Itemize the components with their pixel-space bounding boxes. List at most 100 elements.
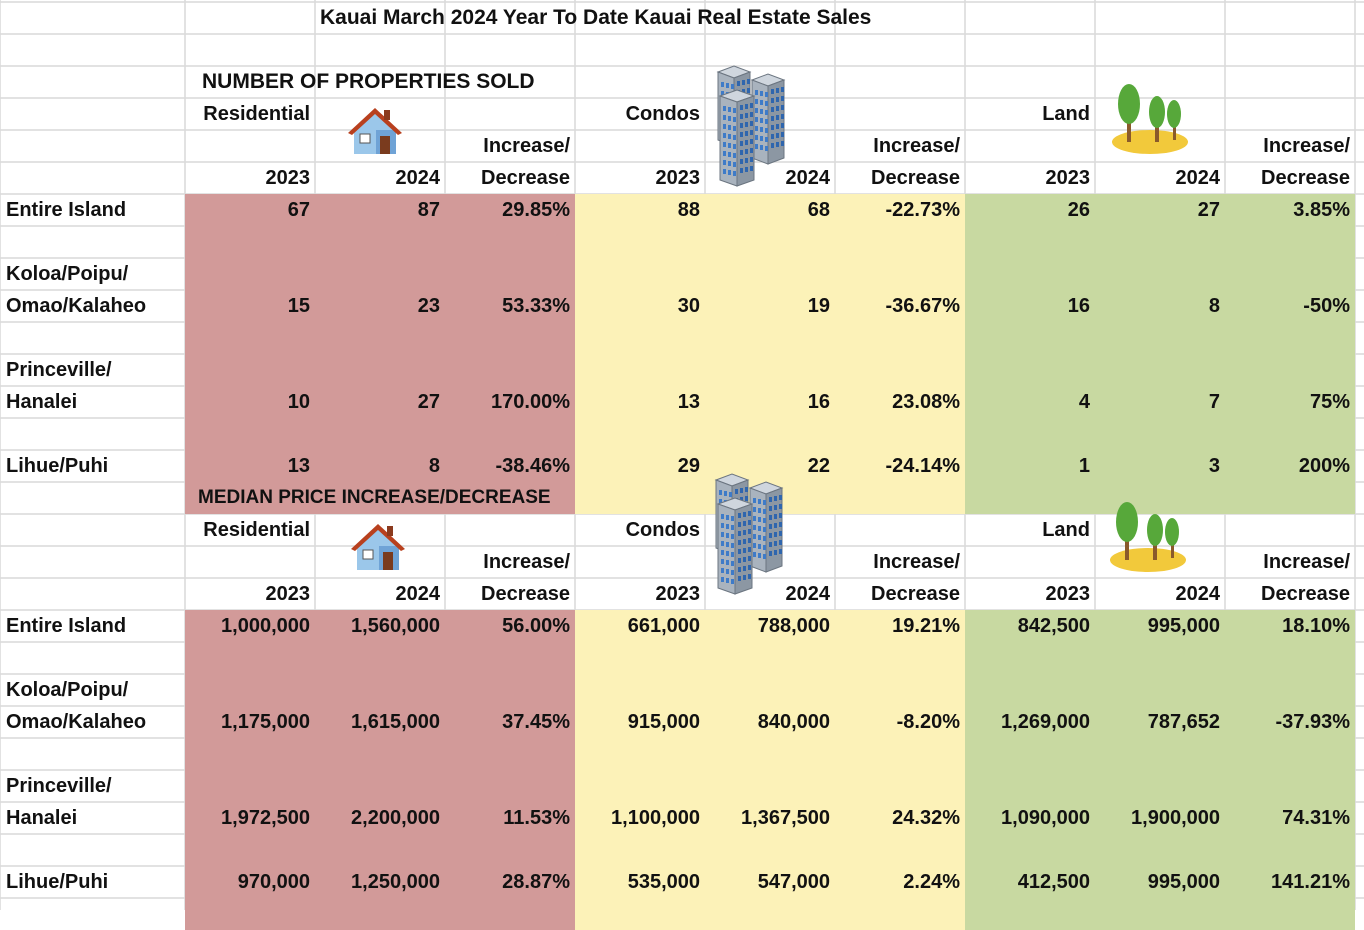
- year-2023-header: 2023: [655, 583, 701, 605]
- decrease-header: Decrease: [1261, 583, 1350, 605]
- year-2024-header: 2024: [395, 167, 441, 189]
- increase-header: Increase/: [873, 135, 960, 157]
- percent-change: 170.00%: [491, 391, 570, 413]
- group-label-condos: Condos: [625, 519, 700, 541]
- decrease-header: Decrease: [1261, 167, 1350, 189]
- value-2023: 88: [677, 199, 700, 221]
- percent-change: -37.93%: [1275, 711, 1351, 733]
- value-2023: 13: [287, 455, 310, 477]
- row-label: Koloa/Poipu/: [6, 679, 129, 701]
- value-2024: 27: [417, 391, 440, 413]
- value-2024: 8: [1208, 295, 1220, 317]
- value-2024: 87: [417, 199, 440, 221]
- percent-change: 37.45%: [502, 711, 570, 733]
- value-2023: 29: [677, 455, 700, 477]
- value-2024: 1,250,000: [351, 871, 440, 893]
- increase-header: Increase/: [873, 551, 960, 573]
- decrease-header: Decrease: [481, 583, 570, 605]
- decrease-header: Decrease: [871, 583, 960, 605]
- percent-change: 75%: [1309, 391, 1350, 413]
- value-2024: 68: [807, 199, 830, 221]
- value-2024: 1,615,000: [351, 711, 440, 733]
- increase-header: Increase/: [1263, 551, 1350, 573]
- value-2023: 15: [287, 295, 310, 317]
- house-icon: [348, 108, 402, 154]
- percent-change: 19.21%: [892, 615, 960, 637]
- percent-change: 2.24%: [903, 871, 960, 893]
- value-2023: 1,090,000: [1001, 807, 1090, 829]
- value-2024: 22: [807, 455, 830, 477]
- value-2024: 840,000: [757, 711, 830, 733]
- percent-change: -22.73%: [885, 199, 961, 221]
- value-2023: 1,100,000: [611, 807, 700, 829]
- house-icon: [351, 524, 405, 570]
- percent-change: 28.87%: [502, 871, 570, 893]
- value-2023: 4: [1078, 391, 1090, 413]
- condos-block: [575, 610, 965, 930]
- land-block: [965, 610, 1355, 930]
- year-2024-header: 2024: [1175, 583, 1221, 605]
- percent-change: 141.21%: [1271, 871, 1350, 893]
- year-2023-header: 2023: [1045, 583, 1091, 605]
- value-2024: 995,000: [1147, 871, 1220, 893]
- value-2024: 8: [428, 455, 440, 477]
- value-2024: 2,200,000: [351, 807, 440, 829]
- group-label-residential: Residential: [203, 519, 310, 541]
- year-2024-header: 2024: [395, 583, 441, 605]
- percent-change: 18.10%: [1282, 615, 1350, 637]
- row-label-line2: Omao/Kalaheo: [6, 711, 147, 733]
- trees-icon: [1112, 84, 1188, 154]
- group-label-land: Land: [1042, 103, 1090, 125]
- value-2024: 1,560,000: [351, 615, 440, 637]
- value-2023: 67: [287, 199, 310, 221]
- row-label: Princeville/: [6, 359, 112, 381]
- increase-header: Increase/: [483, 135, 570, 157]
- value-2023: 1,000,000: [221, 615, 310, 637]
- value-2023: 412,500: [1017, 871, 1090, 893]
- value-2023: 16: [1067, 295, 1090, 317]
- section-heading: MEDIAN PRICE INCREASE/DECREASE: [198, 487, 551, 508]
- trees-icon: [1110, 502, 1186, 572]
- percent-change: 24.32%: [892, 807, 960, 829]
- value-2023: 13: [677, 391, 700, 413]
- value-2024: 19: [807, 295, 830, 317]
- value-2023: 30: [677, 295, 700, 317]
- row-label-line2: Hanalei: [6, 807, 78, 829]
- row-label-line2: Hanalei: [6, 391, 78, 413]
- row-label: Princeville/: [6, 775, 112, 797]
- percent-change: 74.31%: [1282, 807, 1350, 829]
- percent-change: 3.85%: [1293, 199, 1350, 221]
- percent-change: -8.20%: [896, 711, 960, 733]
- row-label: Lihue/Puhi: [6, 871, 109, 893]
- value-2024: 1,367,500: [741, 807, 830, 829]
- percent-change: 11.53%: [503, 807, 570, 829]
- decrease-header: Decrease: [481, 167, 570, 189]
- value-2023: 1,175,000: [221, 711, 310, 733]
- row-label: Lihue/Puhi: [6, 455, 109, 477]
- percent-change: 29.85%: [502, 199, 570, 221]
- year-2024-header: 2024: [785, 583, 831, 605]
- value-2024: 787,652: [1147, 711, 1220, 733]
- year-2023-header: 2023: [1045, 167, 1091, 189]
- percent-change: 23.08%: [892, 391, 960, 413]
- group-label-residential: Residential: [203, 103, 310, 125]
- group-label-land: Land: [1042, 519, 1090, 541]
- value-2023: 1,972,500: [221, 807, 310, 829]
- value-2024: 27: [1197, 199, 1220, 221]
- percent-change: -24.14%: [885, 455, 961, 477]
- year-2023-header: 2023: [265, 583, 311, 605]
- increase-header: Increase/: [483, 551, 570, 573]
- residential-block: [185, 194, 575, 514]
- decrease-header: Decrease: [871, 167, 960, 189]
- value-2024: 995,000: [1147, 615, 1220, 637]
- land-block: [965, 194, 1355, 514]
- value-2023: 661,000: [627, 615, 700, 637]
- percent-change: -36.67%: [885, 295, 961, 317]
- building-icon: [716, 65, 786, 187]
- row-label: Entire Island: [6, 199, 127, 221]
- sheet-title: Kauai March 2024 Year To Date Kauai Real…: [320, 6, 872, 29]
- value-2023: 970,000: [237, 871, 310, 893]
- value-2023: 1: [1078, 455, 1090, 477]
- value-2024: 547,000: [757, 871, 830, 893]
